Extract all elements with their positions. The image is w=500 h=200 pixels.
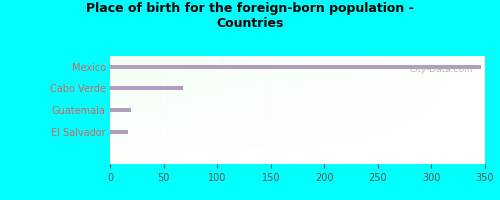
Bar xyxy=(110,130,128,134)
Bar xyxy=(110,65,480,69)
Text: Place of birth for the foreign-born population -
Countries: Place of birth for the foreign-born popu… xyxy=(86,2,414,30)
Bar xyxy=(110,108,132,112)
Bar xyxy=(110,86,183,90)
Text: City-Data.com: City-Data.com xyxy=(410,65,474,74)
